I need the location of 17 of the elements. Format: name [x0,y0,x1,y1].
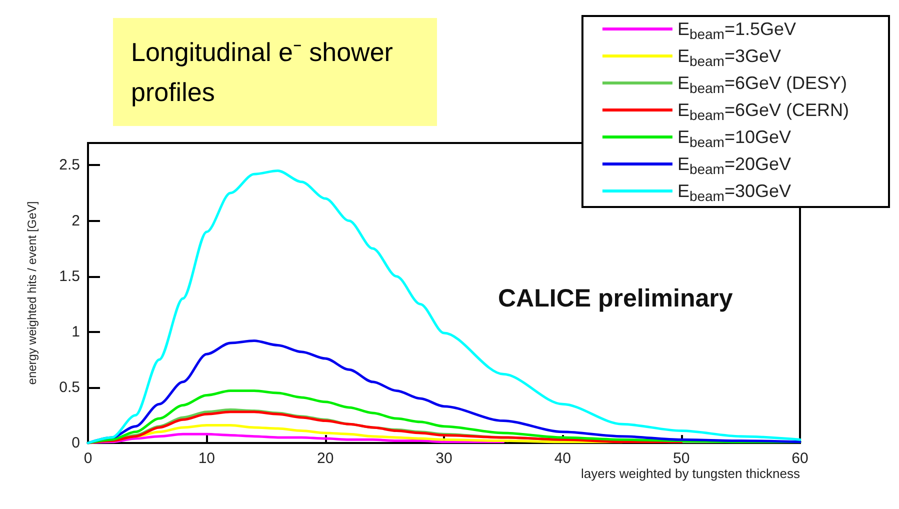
x-tick-label: 20 [316,450,334,467]
y-tick-label: 1 [72,323,80,340]
x-tick-label: 40 [554,450,572,467]
y-tick-label: 0.5 [59,378,80,396]
y-tick-label: 1.5 [59,268,80,285]
y-tick-label: 0 [72,434,80,452]
x-tick-label: 0 [84,450,92,467]
y-tick-label: 2 [72,212,80,230]
text: Longitudinal e⁻ shower profiles [131,37,400,107]
y-axis-title: energy weighted hits / event [GeV] [25,201,39,385]
x-tick-label: 60 [792,450,808,467]
x-tick-label: 30 [436,450,452,467]
x-tick-label: 10 [198,450,216,467]
x-axis-title: layers weighted by tungsten thickness [581,466,800,481]
x-tick-label: 50 [672,450,690,467]
y-tick-label: 2.5 [59,156,80,174]
annotation: CALICE preliminary [498,284,733,312]
